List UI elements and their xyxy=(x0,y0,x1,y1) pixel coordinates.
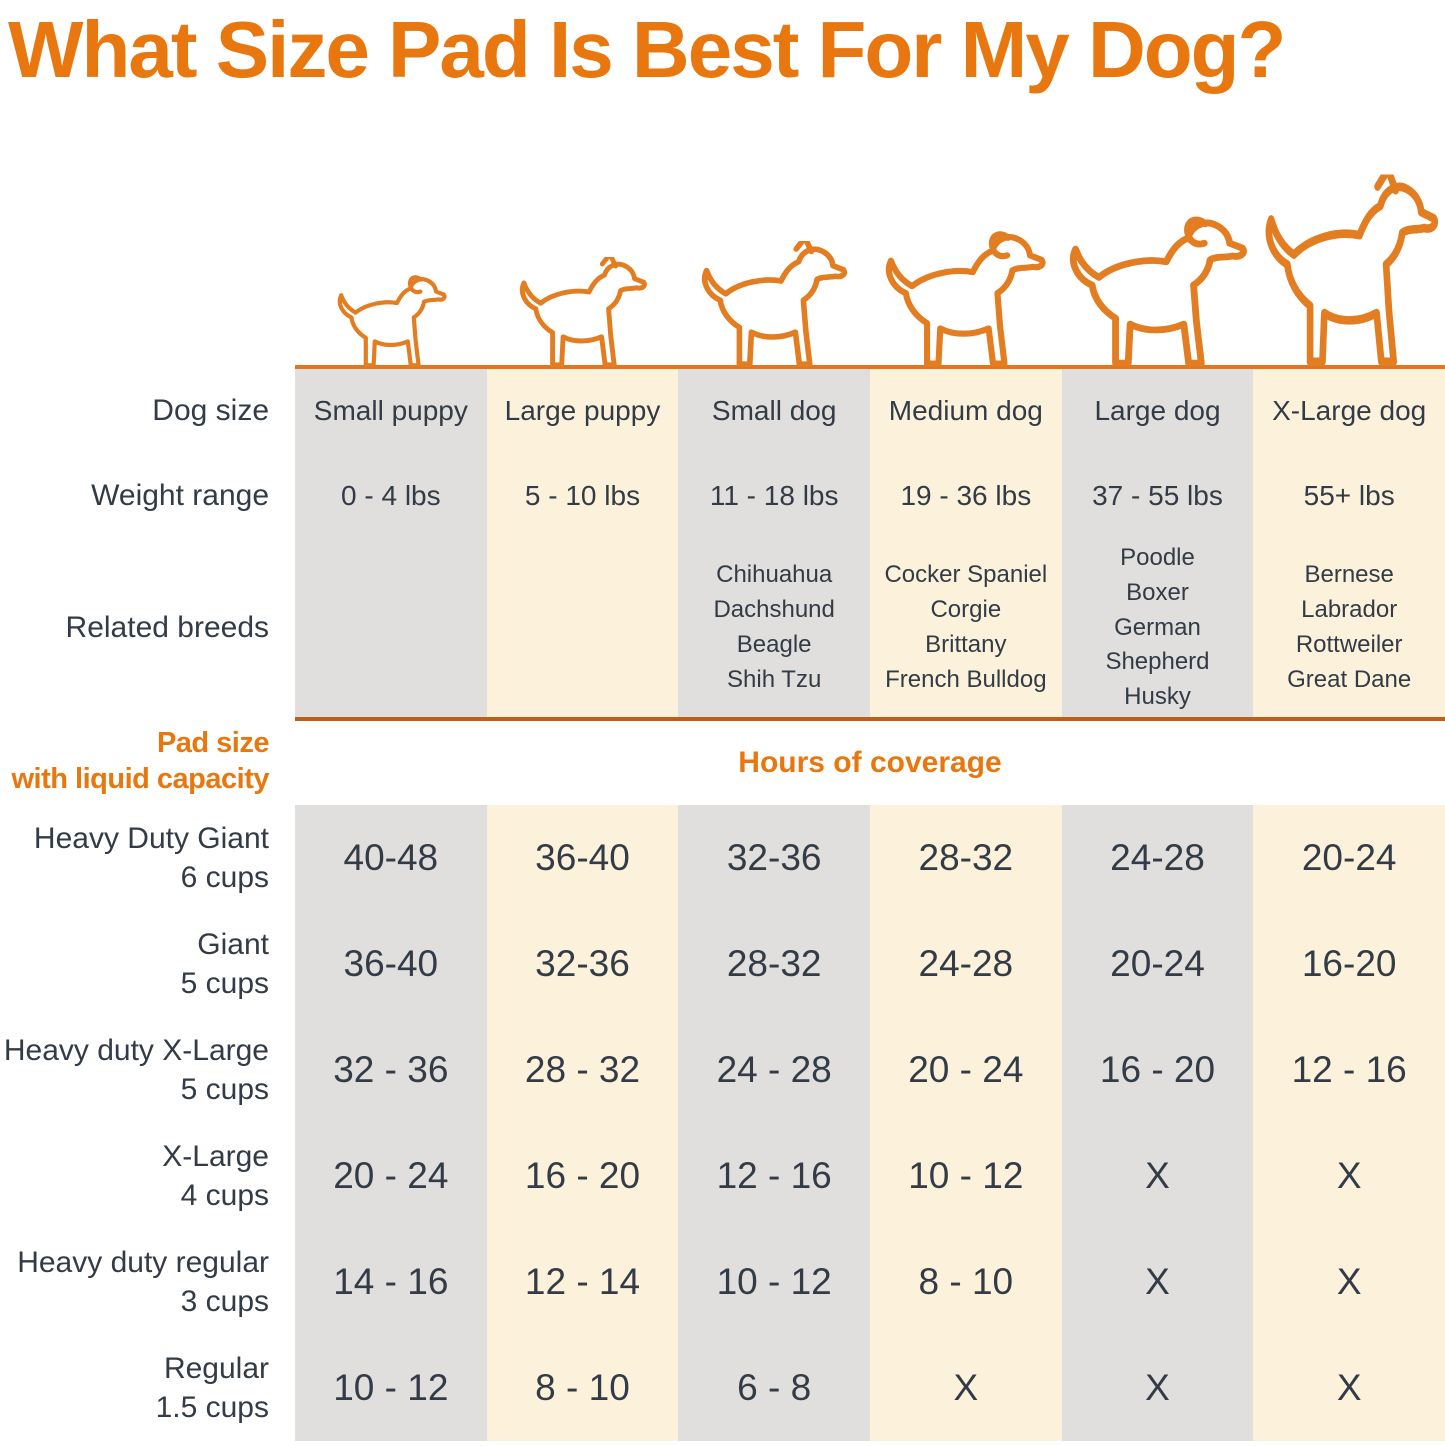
weight-small-dog: 11 - 18 lbs xyxy=(678,453,870,539)
breeds-small-dog: Chihuahua Dachshund Beagle Shih Tzu xyxy=(678,539,870,717)
hours-value: 10 - 12 xyxy=(870,1123,1062,1229)
dog-size-small-dog: Small dog xyxy=(678,369,870,453)
dog-size-x-large-dog: X-Large dog xyxy=(1253,369,1445,453)
weight-range-row-header: Weight range xyxy=(0,453,295,539)
hours-value: 32-36 xyxy=(678,805,870,911)
dog-size-large-puppy: Large puppy xyxy=(486,369,679,453)
hours-value: 24-28 xyxy=(870,911,1062,1017)
breeds-small-puppy xyxy=(295,539,487,717)
hours-value: 8 - 10 xyxy=(870,1229,1062,1335)
large-puppy-icon xyxy=(486,115,677,365)
pad-row-label: X-Large 4 cups xyxy=(0,1123,295,1229)
pad-row-label: Regular 1.5 cups xyxy=(0,1335,295,1441)
hours-value: 28 - 32 xyxy=(486,1017,679,1123)
dogs-row-spacer xyxy=(0,115,295,365)
breeds-large-puppy xyxy=(486,539,679,717)
hours-value: 20 - 24 xyxy=(295,1123,487,1229)
dog-size-row: Dog size Small puppy Large puppy Small d… xyxy=(0,369,1445,453)
related-breeds-row-header: Related breeds xyxy=(0,539,295,717)
table-row-giant: Giant 5 cups 36-40 32-36 28-32 24-28 20-… xyxy=(0,911,1445,1017)
section-header-band: Pad size with liquid capacity Hours of c… xyxy=(0,717,1445,805)
hours-value: 16 - 20 xyxy=(486,1123,679,1229)
small-dog-icon xyxy=(677,115,868,365)
hours-value: 6 - 8 xyxy=(678,1335,870,1441)
hours-value: 40-48 xyxy=(295,805,487,911)
hours-value: 32-36 xyxy=(486,911,679,1017)
breeds-medium-dog: Cocker Spaniel Corgie Brittany French Bulld… xyxy=(870,539,1062,717)
pad-row-label: Heavy duty regular 3 cups xyxy=(0,1229,295,1335)
hours-value: X xyxy=(870,1335,1062,1441)
hours-value: 32 - 36 xyxy=(295,1017,487,1123)
breeds-x-large-dog: Bernese Labrador Rottweiler Great Dane xyxy=(1253,539,1445,717)
table-row-heavy-duty-regular: Heavy duty regular 3 cups 14 - 16 12 - 1… xyxy=(0,1229,1445,1335)
hours-value: X xyxy=(1061,1335,1254,1441)
hours-value: 24-28 xyxy=(1061,805,1254,911)
pad-row-label: Giant 5 cups xyxy=(0,911,295,1017)
small-puppy-icon xyxy=(295,115,486,365)
pad-row-label: Heavy Duty Giant 6 cups xyxy=(0,805,295,911)
large-dog-icon xyxy=(1059,115,1254,365)
hours-value: 12 - 16 xyxy=(678,1123,870,1229)
medium-dog-icon xyxy=(868,115,1059,365)
hours-value: 20-24 xyxy=(1061,911,1254,1017)
hours-value: 28-32 xyxy=(870,805,1062,911)
hours-value: 14 - 16 xyxy=(295,1229,487,1335)
breeds-large-dog: Poodle Boxer German Shepherd Husky xyxy=(1061,539,1254,717)
table-row-heavy-duty-x-large: Heavy duty X-Large 5 cups 32 - 36 28 - 3… xyxy=(0,1017,1445,1123)
hours-value: 36-40 xyxy=(486,805,679,911)
hours-value: X xyxy=(1253,1123,1445,1229)
page-title: What Size Pad Is Best For My Dog? xyxy=(8,5,1286,94)
dog-size-medium-dog: Medium dog xyxy=(870,369,1062,453)
dog-size-row-header: Dog size xyxy=(0,369,295,453)
hours-value: 10 - 12 xyxy=(295,1335,487,1441)
weight-medium-dog: 19 - 36 lbs xyxy=(870,453,1062,539)
x-large-dog-icon xyxy=(1254,115,1445,365)
hours-value: 28-32 xyxy=(678,911,870,1017)
table-row-x-large: X-Large 4 cups 20 - 24 16 - 20 12 - 16 1… xyxy=(0,1123,1445,1229)
hours-value: 12 - 16 xyxy=(1253,1017,1445,1123)
table-row-heavy-duty-giant: Heavy Duty Giant 6 cups 40-48 36-40 32-3… xyxy=(0,805,1445,911)
hours-value: 8 - 10 xyxy=(486,1335,679,1441)
weight-range-row: Weight range 0 - 4 lbs 5 - 10 lbs 11 - 1… xyxy=(0,453,1445,539)
hours-value: 16 - 20 xyxy=(1061,1017,1254,1123)
hours-value: 10 - 12 xyxy=(678,1229,870,1335)
hours-value: X xyxy=(1253,1335,1445,1441)
hours-value: X xyxy=(1061,1229,1254,1335)
hours-value: 20-24 xyxy=(1253,805,1445,911)
hours-value: 16-20 xyxy=(1253,911,1445,1017)
ground-baseline xyxy=(295,365,1445,369)
weight-large-dog: 37 - 55 lbs xyxy=(1061,453,1254,539)
dog-size-small-puppy: Small puppy xyxy=(295,369,487,453)
hours-value: 12 - 14 xyxy=(486,1229,679,1335)
table-row-regular: Regular 1.5 cups 10 - 12 8 - 10 6 - 8 X … xyxy=(0,1335,1445,1441)
related-breeds-row: Related breeds Chihuahua Dachshund Beagle S… xyxy=(0,539,1445,717)
weight-small-puppy: 0 - 4 lbs xyxy=(295,453,487,539)
pad-size-section-label: Pad size with liquid capacity xyxy=(0,717,295,805)
hours-value: 20 - 24 xyxy=(870,1017,1062,1123)
hours-value: 36-40 xyxy=(295,911,487,1017)
weight-x-large-dog: 55+ lbs xyxy=(1253,453,1445,539)
dog-size-large-dog: Large dog xyxy=(1061,369,1254,453)
hours-of-coverage-header: Hours of coverage xyxy=(295,717,1445,805)
hours-value: 24 - 28 xyxy=(678,1017,870,1123)
dog-illustrations-row xyxy=(0,115,1445,365)
hours-value: X xyxy=(1061,1123,1254,1229)
hours-value: X xyxy=(1253,1229,1445,1335)
pad-row-label: Heavy duty X-Large 5 cups xyxy=(0,1017,295,1123)
weight-large-puppy: 5 - 10 lbs xyxy=(486,453,679,539)
